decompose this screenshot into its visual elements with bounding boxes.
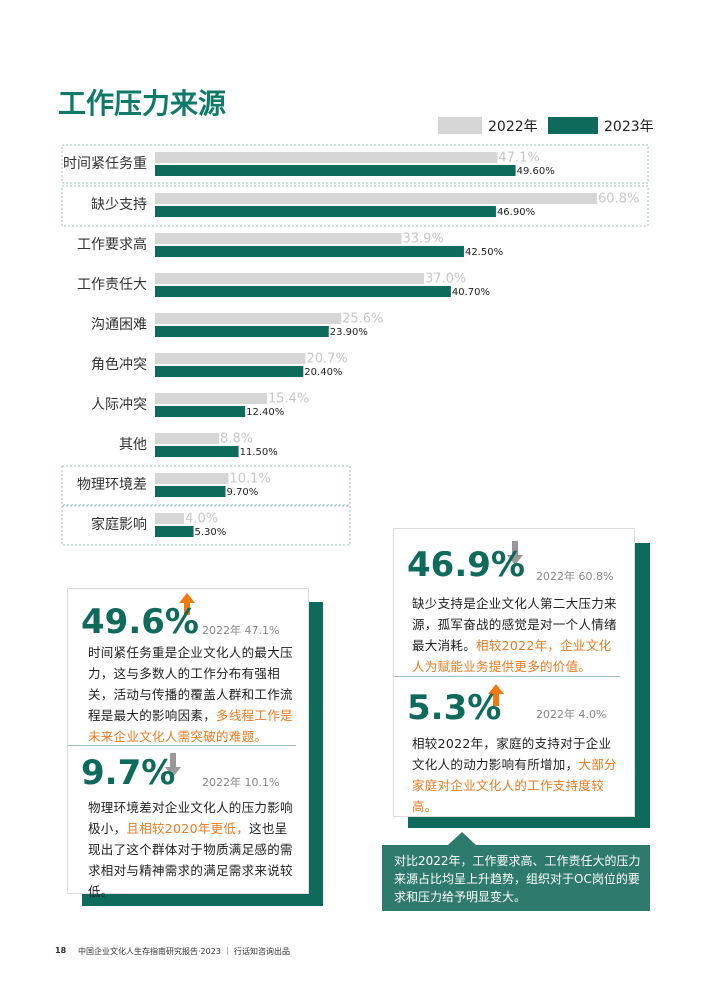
bar xyxy=(155,486,226,497)
value-label: 8.8% xyxy=(220,432,253,447)
bar xyxy=(155,286,451,297)
card xyxy=(393,528,635,817)
callout-box xyxy=(382,845,650,911)
page-number: 18 xyxy=(55,946,67,955)
arrow-down xyxy=(507,541,523,565)
text-segment: 这也呈现出了这个群体对于物质满足感的需求相对与精神需求的满足需求来说较低。 xyxy=(88,821,293,899)
value-label: 40.70% xyxy=(452,287,490,298)
value-label: 42.50% xyxy=(465,247,503,258)
paragraph: 物理环境差对企业文化人的压力影响极小，且相较2020年更低，这也呈现出了这个群体… xyxy=(88,797,298,902)
callout-pointer xyxy=(448,832,476,845)
bar xyxy=(155,326,329,337)
stat: 5.3% xyxy=(407,688,502,728)
bar xyxy=(155,165,516,176)
text-segment: 相较2022年，企业文化人为赋能业务提供更多的价值。 xyxy=(412,638,612,674)
arrow-down xyxy=(165,753,181,777)
stat-compare: 2022年 4.0% xyxy=(536,708,607,721)
bar xyxy=(155,513,185,524)
legend-swatch xyxy=(438,117,482,134)
category-label: 沟通困难 xyxy=(91,317,147,333)
separator xyxy=(394,676,620,677)
value-label: 9.70% xyxy=(227,487,259,498)
highlight-box xyxy=(61,465,351,506)
separator xyxy=(68,745,296,746)
value-label: 10.1% xyxy=(229,472,270,487)
bar xyxy=(155,246,464,257)
stat-compare: 2022年 60.8% xyxy=(536,570,614,583)
category-label: 角色冲突 xyxy=(91,356,147,373)
value-label: 47.1% xyxy=(498,151,539,166)
bar xyxy=(155,366,304,377)
value-label: 20.40% xyxy=(304,367,342,378)
bar xyxy=(155,193,597,204)
value-label: 25.6% xyxy=(342,312,383,327)
bar xyxy=(155,273,424,284)
value-label: 23.90% xyxy=(330,327,368,338)
highlight-box xyxy=(61,505,351,546)
highlight-box xyxy=(61,144,649,184)
bar xyxy=(155,313,342,324)
paragraph: 时间紧任务重是企业文化人的最大压力，这与多数人的工作分布有强相关，活动与传播的覆… xyxy=(88,642,298,747)
stat-compare: 2022年 10.1% xyxy=(202,776,280,789)
value-label: 5.30% xyxy=(195,527,227,538)
text-segment: 缺少支持是企业文化人第二大压力来源，孤军奋战的感觉是对一个人情绪最大消耗。 xyxy=(412,596,617,653)
category-label: 物理环境差 xyxy=(77,477,147,493)
value-label: 11.50% xyxy=(240,447,278,458)
legend-swatch xyxy=(548,117,598,134)
stat: 46.9% xyxy=(407,545,525,585)
legend-label: 2023年 xyxy=(604,119,654,135)
stat: 9.7% xyxy=(81,753,176,793)
paragraph: 缺少支持是企业文化人第二大压力来源，孤军奋战的感觉是对一个人情绪最大消耗。相较2… xyxy=(412,593,622,677)
text-segment: 多线程工作是未来企业文化人需突破的难题。 xyxy=(88,708,293,744)
bar xyxy=(155,233,402,244)
value-label: 20.7% xyxy=(306,352,347,367)
text-segment: 时间紧任务重是企业文化人的最大压力，这与多数人的工作分布有强相关，活动与传播的覆… xyxy=(88,645,293,723)
bar xyxy=(155,206,496,217)
chart-title: 工作压力来源 xyxy=(58,87,226,120)
category-label: 缺少支持 xyxy=(91,197,147,213)
bar xyxy=(155,473,229,484)
card xyxy=(67,588,309,894)
bar xyxy=(155,446,239,457)
stat: 49.6% xyxy=(81,602,199,642)
value-label: 33.9% xyxy=(402,232,443,247)
bar xyxy=(155,526,194,537)
bar xyxy=(155,406,246,417)
value-label: 12.40% xyxy=(246,407,284,418)
value-label: 46.90% xyxy=(497,207,535,218)
category-label: 其他 xyxy=(119,437,147,453)
value-label: 4.0% xyxy=(185,512,218,527)
text-segment: 相较2022年，家庭的支持对于企业文化人的动力影响有所增加， xyxy=(412,736,612,772)
bar xyxy=(155,393,267,404)
paragraph: 相较2022年，家庭的支持对于企业文化人的动力影响有所增加，大部分家庭对企业文化… xyxy=(412,733,622,817)
value-label: 37.0% xyxy=(425,272,466,287)
stat-compare: 2022年 47.1% xyxy=(202,624,280,637)
text-segment: 物理环境差对企业文化人的压力影响极小， xyxy=(88,800,293,836)
bar xyxy=(155,433,219,444)
legend-label: 2022年 xyxy=(488,119,538,135)
highlight-box xyxy=(61,185,649,227)
category-label: 工作要求高 xyxy=(77,236,147,253)
text-segment: 大部分家庭对企业文化人的工作支持度较高。 xyxy=(412,757,617,814)
value-label: 60.8% xyxy=(598,192,639,207)
arrow-up xyxy=(488,684,504,706)
footer-text: 中国企业文化人生存指南研究报告·2023 ｜ 行话知咨询出品 xyxy=(78,947,290,956)
bar xyxy=(155,353,306,364)
category-label: 时间紧任务重 xyxy=(63,156,147,172)
value-label: 15.4% xyxy=(268,392,309,407)
category-label: 家庭影响 xyxy=(91,516,147,533)
category-label: 工作责任大 xyxy=(77,277,147,293)
callout-text: 对比2022年，工作要求高、工作责任大的压力来源占比均呈上升趋势，组织对于OC岗… xyxy=(394,854,641,904)
arrow-up xyxy=(179,593,195,615)
value-label: 49.60% xyxy=(517,166,555,177)
bar xyxy=(155,152,498,163)
category-label: 人际冲突 xyxy=(91,397,147,413)
text-segment: 且相较2020年更低， xyxy=(126,821,250,836)
